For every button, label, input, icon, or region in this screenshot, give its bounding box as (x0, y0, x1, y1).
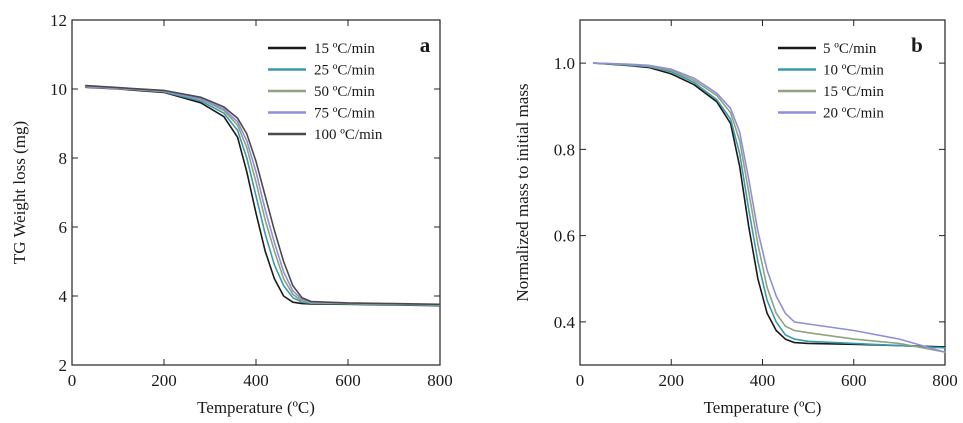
y-tick-label: 4 (59, 287, 68, 306)
x-tick-label: 0 (576, 371, 585, 390)
legend-label: 20 ºC/min (823, 106, 884, 122)
x-axis-title: Temperature (ºC) (704, 398, 822, 417)
legend-label: 75 ºC/min (314, 106, 375, 122)
legend-label: 15 ºC/min (823, 84, 884, 100)
x-tick-label: 0 (68, 371, 77, 390)
series-line (592, 62, 946, 349)
y-tick-label: 12 (50, 11, 67, 30)
panel-label: a (420, 33, 431, 57)
chart-panel-a: 0 200 400 600 800 2 4 6 8 10 12 Temperature (ºC) TG … (10, 11, 453, 417)
y-tick-label: 2 (59, 356, 68, 375)
plot-frame (71, 19, 441, 366)
series-line (85, 85, 441, 307)
panel-label: b (911, 33, 923, 57)
y-tick-label: 0.6 (554, 227, 575, 246)
series-line (592, 62, 946, 353)
legend-label: 5 ºC/min (823, 41, 877, 57)
x-axis-title: Temperature (ºC) (197, 398, 315, 417)
legend-label: 50 ºC/min (314, 84, 375, 100)
x-tick-label: 400 (243, 371, 269, 390)
y-tick-label: 8 (59, 149, 68, 168)
series-line (85, 86, 441, 306)
series-line (592, 62, 946, 353)
chart-panel-b: 0 200 400 600 800 0.4 0.6 0.8 1.0 Temperature (ºC… (513, 19, 958, 417)
y-tick-label: 10 (50, 80, 67, 99)
series-line (85, 84, 441, 306)
x-tick-label: 800 (932, 371, 958, 390)
y-axis-title: TG Weight loss (mg) (10, 121, 29, 264)
legend-label: 100 ºC/min (314, 127, 383, 143)
legend-label: 10 ºC/min (823, 63, 884, 79)
y-axis-title: Normalized mass to initial mass (513, 83, 532, 301)
series-line (592, 62, 946, 348)
y-tick-label: 1.0 (554, 54, 575, 73)
x-tick-label: 800 (427, 371, 453, 390)
legend-label: 15 ºC/min (314, 41, 375, 57)
x-tick-label: 600 (335, 371, 361, 390)
series-line (85, 86, 441, 307)
y-tick-label: 0.8 (554, 140, 575, 159)
y-tick-label: 0.4 (554, 313, 576, 332)
legend-label: 25 ºC/min (314, 63, 375, 79)
series-line (85, 85, 441, 306)
plot-frame (579, 19, 946, 366)
x-tick-label: 200 (151, 371, 177, 390)
x-tick-label: 400 (750, 371, 776, 390)
x-tick-label: 600 (841, 371, 867, 390)
x-tick-label: 200 (659, 371, 685, 390)
y-tick-label: 6 (59, 218, 68, 237)
